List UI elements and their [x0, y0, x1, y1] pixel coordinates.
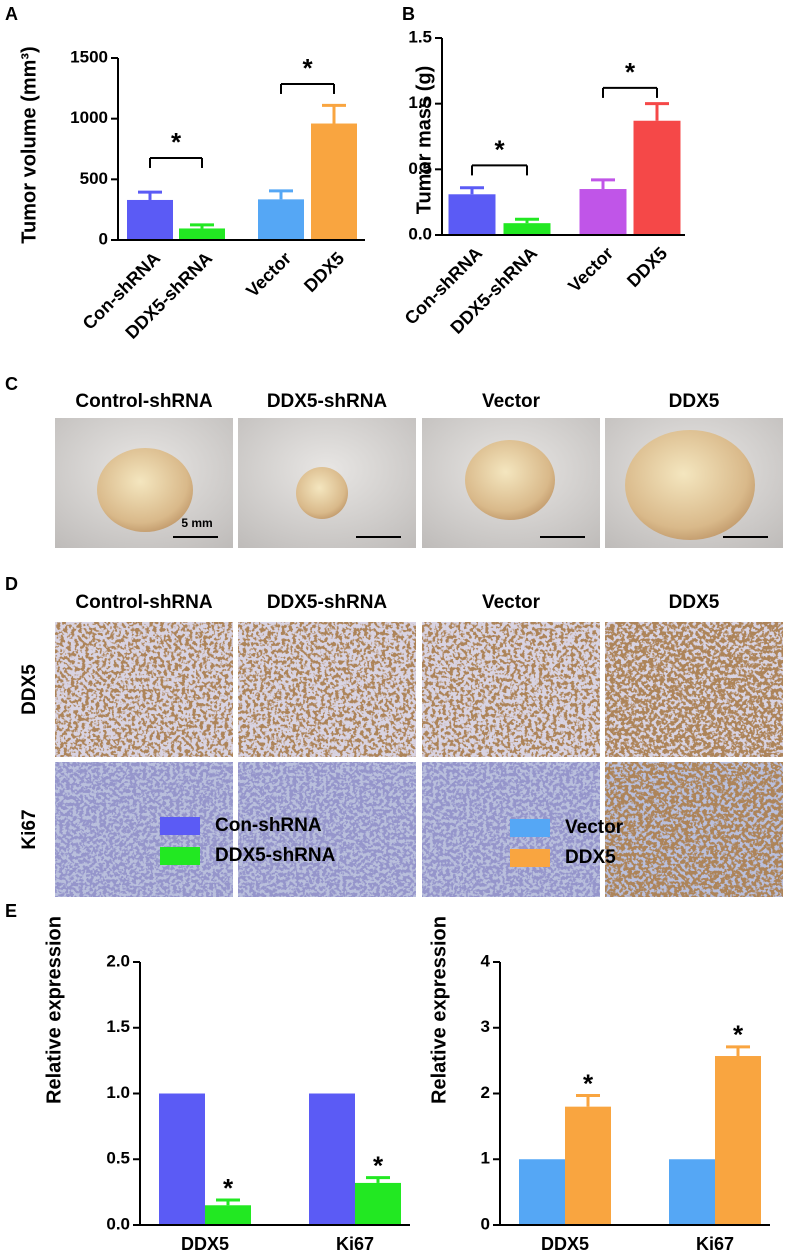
y-tick-label: 0.5: [106, 1149, 130, 1168]
column-header: DDX5-shRNA: [267, 391, 388, 412]
tumor: [97, 448, 193, 532]
y-tick-label: 0.0: [408, 224, 432, 243]
legend-swatch: [510, 819, 550, 837]
y-tick-label: 2.0: [106, 951, 130, 970]
row-label: DDX5: [19, 664, 40, 715]
y-tick-label: 0.0: [106, 1214, 130, 1233]
tissue-stain: [55, 622, 233, 757]
sig-label: *: [494, 134, 505, 164]
bar: [579, 189, 627, 235]
bar: [519, 1159, 565, 1225]
bar: [159, 1093, 205, 1225]
legend-swatch: [160, 817, 200, 835]
scale-bar-label: 5 mm: [181, 516, 212, 530]
tissue-stain: [238, 622, 416, 757]
legend-label: DDX5-shRNA: [215, 845, 336, 866]
row-label: Ki67: [19, 809, 40, 849]
column-header: DDX5: [669, 391, 720, 412]
y-tick-label: 4: [481, 951, 491, 970]
panel-label: B: [402, 4, 415, 24]
x-tick-label: Vector: [242, 248, 295, 301]
y-tick-label: 3: [481, 1017, 490, 1036]
panel-label: A: [5, 4, 18, 24]
y-tick-label: 0: [481, 1214, 490, 1233]
bar: [633, 120, 681, 235]
sig-label: *: [733, 1020, 744, 1050]
y-axis-label: Relative expression: [428, 916, 450, 1104]
y-tick-label: 500: [80, 169, 108, 188]
y-tick-label: 1500: [70, 47, 108, 66]
bar: [355, 1182, 401, 1225]
bar: [311, 123, 357, 240]
column-header: Vector: [482, 391, 541, 412]
legend-swatch: [160, 847, 200, 865]
sig-label: *: [373, 1151, 384, 1181]
bar: [127, 199, 173, 240]
column-header: Control-shRNA: [75, 592, 212, 613]
y-axis-label: Relative expression: [43, 916, 65, 1104]
panel-label: D: [5, 574, 18, 594]
legend-label: Con-shRNA: [215, 815, 322, 836]
sig-label: *: [625, 57, 636, 87]
x-tick-label: DDX5: [300, 248, 348, 296]
y-tick-label: 0.5: [408, 159, 432, 178]
y-axis-label: Tumor volume (mm³): [18, 46, 40, 243]
bar: [205, 1205, 251, 1225]
legend-label: DDX5: [565, 847, 616, 868]
y-tick-label: 0: [99, 229, 108, 248]
column-header: Vector: [482, 592, 541, 613]
sig-label: *: [583, 1068, 594, 1098]
bar: [448, 194, 496, 235]
tissue-stain: [238, 762, 416, 897]
bar: [179, 228, 225, 240]
tissue-stain: [605, 622, 783, 757]
sig-label: *: [223, 1173, 234, 1203]
y-tick-label: 1.5: [106, 1017, 130, 1036]
tumor: [625, 430, 755, 540]
x-tick-label: Ki67: [336, 1234, 374, 1254]
sig-label: *: [171, 127, 182, 157]
legend-swatch: [510, 849, 550, 867]
legend-label: Vector: [565, 817, 624, 838]
y-tick-label: 1: [481, 1149, 490, 1168]
y-tick-label: 1.0: [408, 93, 432, 112]
x-tick-label: Ki67: [696, 1234, 734, 1254]
y-tick-label: 1.5: [408, 27, 432, 46]
y-tick-label: 1000: [70, 108, 108, 127]
x-tick-label: Vector: [564, 243, 617, 296]
tissue-stain: [605, 762, 783, 897]
y-axis-label: Tumor mass (g): [413, 66, 435, 215]
bar: [309, 1093, 355, 1225]
column-header: DDX5: [669, 592, 720, 613]
bar: [565, 1106, 611, 1225]
bar: [669, 1159, 715, 1225]
panel-label: C: [5, 374, 18, 394]
tumor-photos: [55, 418, 783, 548]
tumor: [465, 440, 555, 520]
tumor: [296, 467, 348, 519]
bar: [258, 199, 304, 240]
tissue-stain: [422, 622, 600, 757]
bar: [503, 223, 551, 235]
column-header: Control-shRNA: [75, 391, 212, 412]
bar: [715, 1056, 761, 1225]
y-tick-label: 1.0: [106, 1083, 130, 1102]
tissue-stain: [55, 762, 233, 897]
panel-label: E: [5, 901, 17, 921]
x-tick-label: DDX5: [541, 1234, 589, 1254]
sig-label: *: [302, 53, 313, 83]
column-header: DDX5-shRNA: [267, 592, 388, 613]
x-tick-label: DDX5: [181, 1234, 229, 1254]
x-tick-label: DDX5: [623, 243, 671, 291]
y-tick-label: 2: [481, 1083, 490, 1102]
